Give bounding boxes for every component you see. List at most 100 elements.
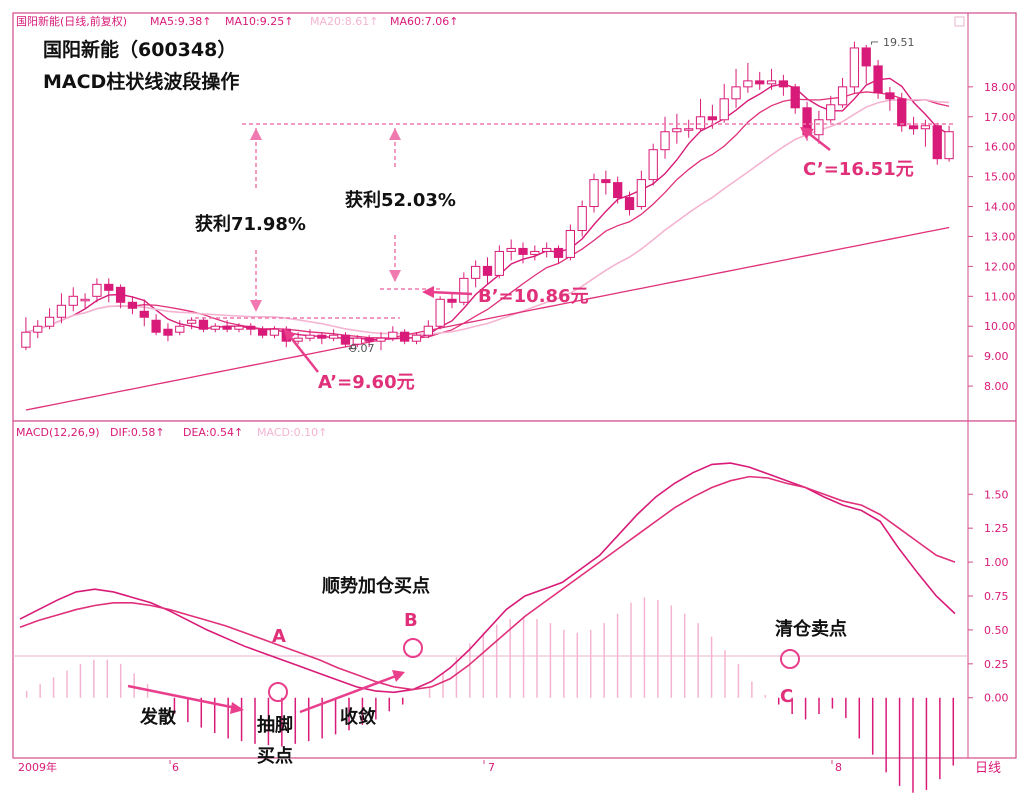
candle-body [624, 197, 635, 211]
b-prime-pointer [429, 290, 473, 296]
candle [577, 200, 587, 237]
candle-body [423, 325, 433, 336]
candle [766, 68, 777, 90]
candle-body [778, 80, 789, 88]
candle [506, 239, 516, 261]
candle-body [790, 86, 800, 109]
candle-body [743, 80, 753, 88]
candle [68, 287, 78, 312]
candle [814, 110, 824, 144]
price-panel-frame [12, 12, 1017, 422]
candle-body [565, 229, 575, 258]
candle-body [33, 325, 43, 333]
candle [684, 119, 694, 138]
low-price-arrow: ← [348, 342, 357, 355]
candle-body [482, 265, 493, 276]
candle [778, 74, 789, 96]
candle [186, 317, 197, 330]
candle [553, 245, 564, 264]
price-tick-label: 12.00 [984, 260, 1016, 273]
candle-body [234, 325, 244, 330]
candle [861, 44, 871, 84]
candle [80, 293, 90, 309]
low-price-label: 9.07 [350, 342, 375, 355]
price-tick-label: 17.00 [984, 111, 1016, 124]
profit2-label: 获利52.03% [345, 189, 456, 211]
candle-body [459, 277, 469, 303]
price-tick-label: 15.00 [984, 171, 1016, 184]
candle [246, 323, 256, 336]
candle-body [352, 337, 362, 345]
candle [115, 284, 126, 309]
point-b-circle [403, 638, 423, 658]
candle [56, 293, 67, 324]
footer-month-8: 8 [835, 761, 842, 774]
a-prime-pointer [287, 333, 319, 373]
header-stock: 国阳新能(日线,前复权) [16, 14, 127, 28]
candle [21, 317, 31, 351]
candle-body [542, 247, 552, 252]
candle [731, 68, 741, 108]
bottom-buy-label-line1: 抽脚 [257, 714, 293, 736]
candle-body [80, 298, 90, 302]
candle-body [163, 328, 173, 336]
macd-dea: DEA:0.54↑ [183, 426, 243, 439]
candle-body [861, 47, 871, 67]
candle-body [68, 295, 78, 306]
candle-body [293, 337, 303, 342]
candle [139, 299, 149, 327]
diverge-arrow [127, 684, 237, 710]
point-a-circle [268, 682, 288, 702]
candle [423, 320, 433, 339]
candle [494, 245, 504, 279]
c-prime-pointer-head [800, 127, 814, 139]
candle-body [826, 104, 836, 121]
diverge-label: 发散 [139, 706, 177, 728]
chart-title-line1: 国阳新能（600348） [43, 38, 236, 61]
macd-tick-label: 1.25 [984, 522, 1009, 535]
candle-body [92, 283, 102, 297]
candle-body [411, 334, 422, 342]
macd-histogram [25, 597, 955, 793]
converge-label: 收敛 [340, 706, 376, 728]
macd-label: MACD(12,26,9) [16, 426, 100, 439]
add-buy-label: 顺势加仓买点 [322, 575, 430, 597]
candle-body [317, 334, 327, 339]
candle [388, 326, 398, 342]
a-prime-label: A’=9.60元 [318, 372, 415, 393]
ma20-line [25, 98, 950, 336]
candle-body [553, 247, 564, 258]
candle [826, 95, 836, 123]
c-prime-label: C’=16.51元 [803, 159, 914, 180]
candle-body [139, 310, 149, 318]
header-ma60: MA60:7.06↑ [390, 15, 458, 28]
candle [471, 260, 481, 288]
candle-body [494, 250, 504, 276]
dea-line [19, 475, 956, 691]
header-ma5: MA5:9.38↑ [150, 15, 211, 28]
candle-body [897, 98, 907, 127]
point-c-circle [780, 649, 800, 669]
footer-period[interactable]: 日线 [975, 761, 1001, 776]
price-tick-label: 18.00 [984, 81, 1016, 94]
candle-body [695, 116, 706, 130]
candle-body [885, 92, 895, 100]
candle-body [636, 179, 647, 208]
candle-body [340, 334, 351, 345]
candle [305, 329, 315, 342]
price-y-ticks: 18.00 17.00 16.00 15.00 14.00 13.00 12.00 11.00… [968, 81, 1016, 393]
candle [837, 77, 848, 108]
candle [352, 335, 362, 348]
candle [104, 278, 114, 303]
candle-body [755, 80, 765, 85]
chart-title-line2: MACD柱状线波段操作 [43, 70, 239, 93]
candle [944, 125, 954, 162]
candle [601, 170, 611, 195]
candle-body [56, 304, 67, 318]
candle-body [873, 65, 883, 94]
candle [790, 83, 800, 114]
panel-toggle-icon[interactable] [954, 16, 965, 27]
candle [269, 326, 280, 339]
candle [565, 224, 575, 261]
